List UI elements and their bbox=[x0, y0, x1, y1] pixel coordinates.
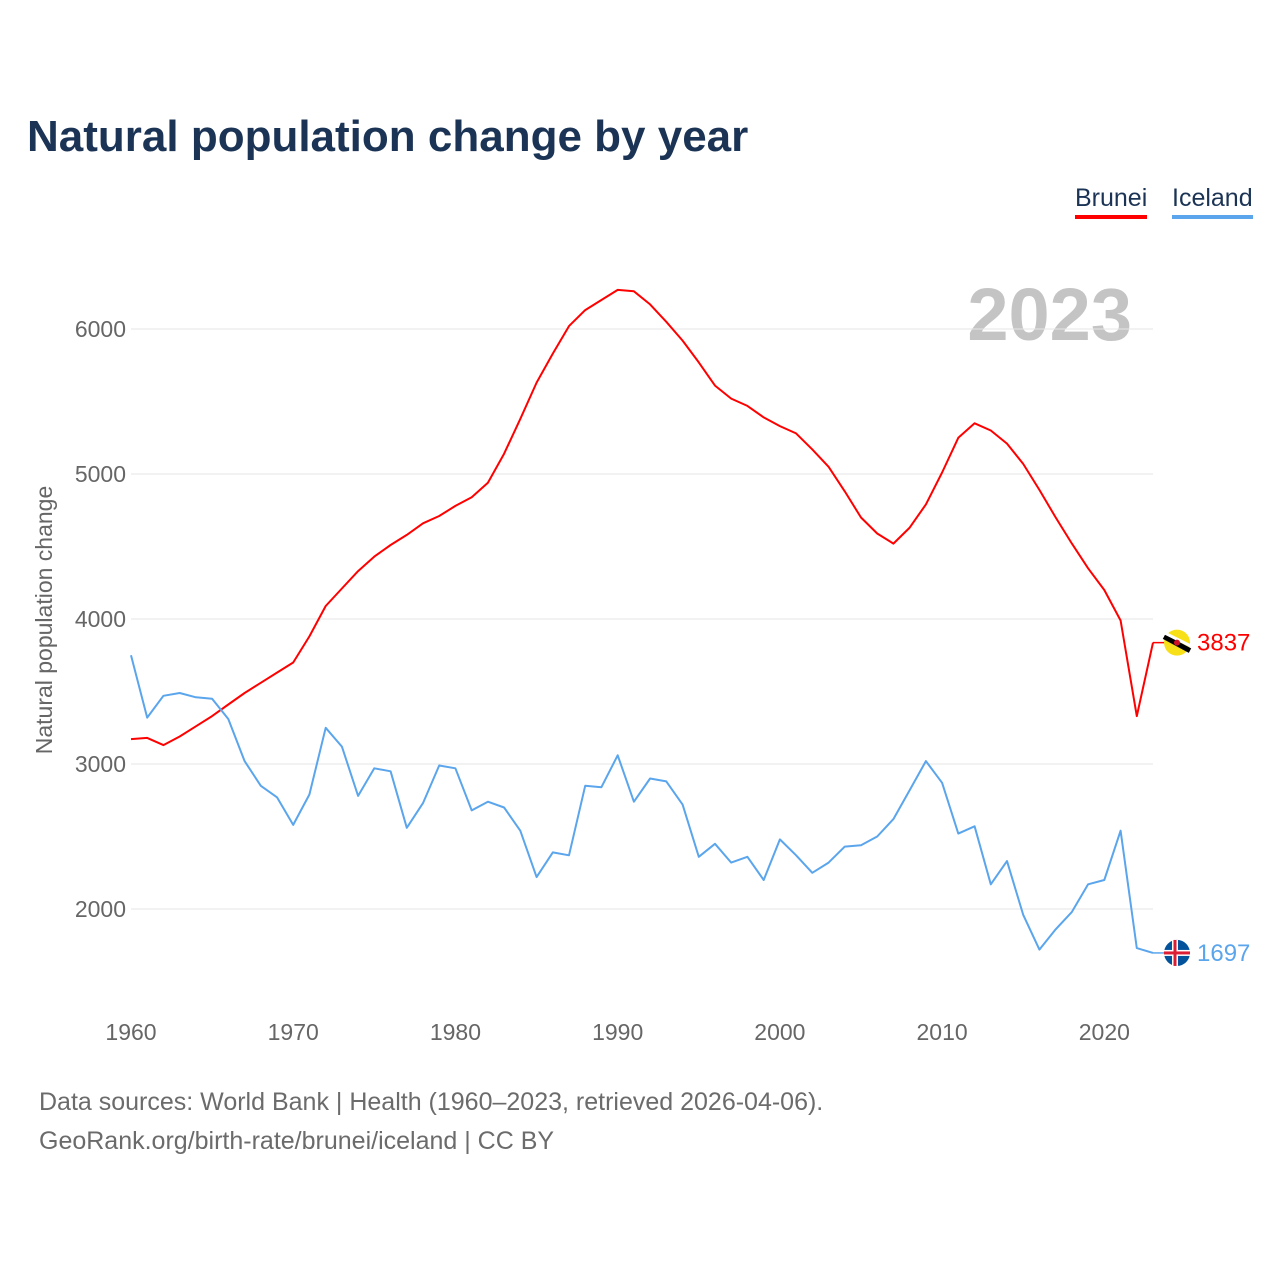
footer-sources: Data sources: World Bank | Health (1960–… bbox=[39, 1088, 824, 1116]
iceland-flag-icon bbox=[1164, 939, 1190, 966]
flag-cross-red-v bbox=[1173, 939, 1177, 966]
y-tick-label: 6000 bbox=[75, 316, 126, 342]
flag-emblem bbox=[1174, 639, 1180, 646]
y-tick-label: 4000 bbox=[75, 606, 126, 632]
end-value-label-iceland: 1697 bbox=[1197, 940, 1250, 967]
chart-title: Natural population change by year bbox=[27, 112, 749, 161]
x-tick-label: 1980 bbox=[430, 1019, 481, 1045]
line-chart: 2023 2000 3000 4000 5000 6000 1960 1970 1980 199… bbox=[31, 273, 1250, 1045]
legend-item-brunei[interactable]: Brunei bbox=[1075, 184, 1148, 219]
y-tick-label: 5000 bbox=[75, 461, 126, 487]
x-tick-label: 1990 bbox=[592, 1019, 643, 1045]
year-watermark: 2023 bbox=[967, 273, 1132, 356]
y-tick-label: 2000 bbox=[75, 896, 126, 922]
brunei-flag-icon bbox=[1162, 629, 1192, 656]
legend-item-iceland[interactable]: Iceland bbox=[1172, 184, 1253, 219]
x-tick-label: 2010 bbox=[917, 1019, 968, 1045]
flag-cross-red-h bbox=[1164, 951, 1190, 955]
footer-link[interactable]: GeoRank.org/birth-rate/brunei/iceland | … bbox=[39, 1127, 555, 1155]
x-tick-label: 1960 bbox=[105, 1019, 156, 1045]
y-tick-label: 3000 bbox=[75, 751, 126, 777]
end-value-label-brunei: 3837 bbox=[1197, 630, 1250, 657]
series-line-iceland bbox=[130, 655, 1154, 954]
x-tick-label: 1970 bbox=[268, 1019, 319, 1045]
flag-band-white bbox=[1163, 631, 1191, 647]
x-tick-label: 2000 bbox=[754, 1019, 805, 1045]
series-line-brunei bbox=[130, 288, 1154, 747]
y-axis-label: Natural population change bbox=[31, 486, 57, 755]
x-tick-label: 2020 bbox=[1079, 1019, 1130, 1045]
